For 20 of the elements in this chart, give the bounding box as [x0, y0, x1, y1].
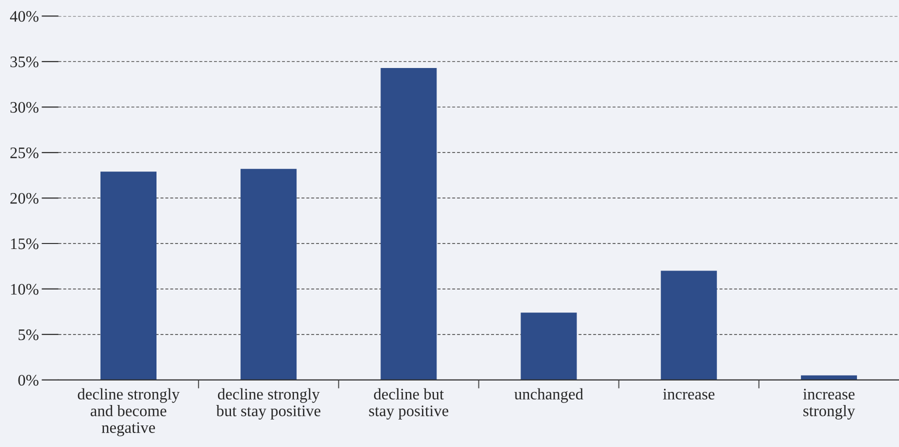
x-tick-label: increase [663, 388, 714, 400]
x-tick-label: unchanged [514, 388, 584, 403]
bar [520, 312, 577, 380]
y-tick-label: 35% [10, 56, 38, 68]
bar [660, 270, 717, 380]
y-tick-label: 0% [18, 374, 38, 386]
x-tick-label: decline strongly and become negative [78, 388, 180, 436]
y-tick-label: 25% [10, 147, 38, 158]
bar [100, 172, 156, 380]
bar [240, 168, 297, 380]
y-tick-label: 40% [10, 11, 38, 22]
bar [380, 68, 437, 380]
y-tick-label: 30% [10, 102, 38, 113]
y-tick-label: 15% [11, 238, 38, 250]
y-tick-label: 5% [18, 329, 38, 340]
y-tick-label: 20% [10, 192, 38, 204]
x-tick-label: decline but stay positive [369, 388, 448, 420]
x-tick-label: decline strongly but stay positive [216, 388, 320, 420]
y-tick-label: 10% [11, 284, 38, 295]
x-tick-label: increase strongly [803, 388, 856, 420]
